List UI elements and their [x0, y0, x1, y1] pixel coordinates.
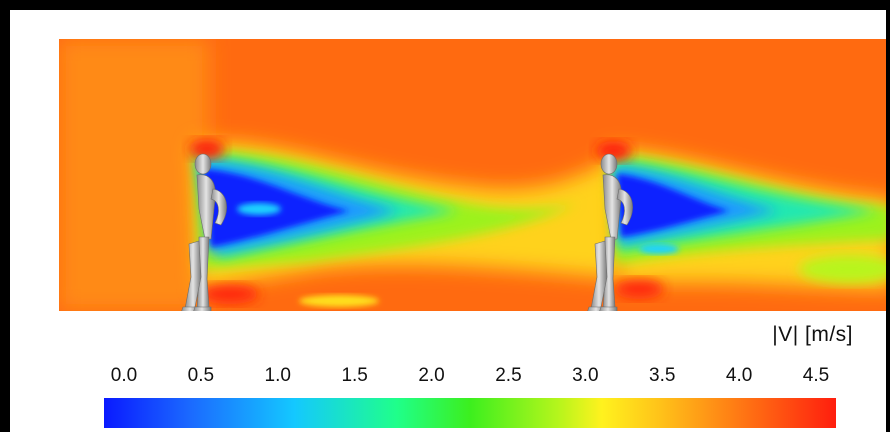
legend-tick-4: 2.0 [418, 365, 445, 386]
figure-frame: |V| [m/s] 0.0 0.5 1.0 1.5 2.0 2.5 3.0 3.5 4.0 4.5 [10, 10, 886, 432]
legend-tick-6: 3.0 [572, 365, 599, 386]
legend-tick-labels: 0.0 0.5 1.0 1.5 2.0 2.5 3.0 3.5 4.0 4.5 [10, 365, 886, 391]
legend-tick-2: 1.0 [264, 365, 291, 386]
velocity-field-plot [59, 39, 886, 311]
legend-tick-7: 3.5 [649, 365, 676, 386]
head-acceleration-1 [189, 139, 225, 159]
wake-region-1 [194, 142, 619, 307]
legend-tick-5: 2.5 [495, 365, 522, 386]
mannequin-figure-2 [587, 153, 633, 311]
legend-unit-label: |V| [m/s] [772, 323, 853, 346]
legend-tick-1: 0.5 [187, 365, 215, 386]
legend-tick-8: 4.0 [725, 365, 753, 386]
velocity-contour-svg [59, 39, 886, 311]
mannequin-figure-1 [181, 153, 227, 311]
legend-tick-3: 1.5 [341, 365, 368, 386]
legend-tick-0: 0.0 [110, 365, 138, 386]
legend-tick-9: 4.5 [802, 365, 830, 386]
velocity-colorbar [104, 398, 836, 428]
upstream-region [59, 39, 209, 311]
wake-region-2 [607, 149, 886, 299]
